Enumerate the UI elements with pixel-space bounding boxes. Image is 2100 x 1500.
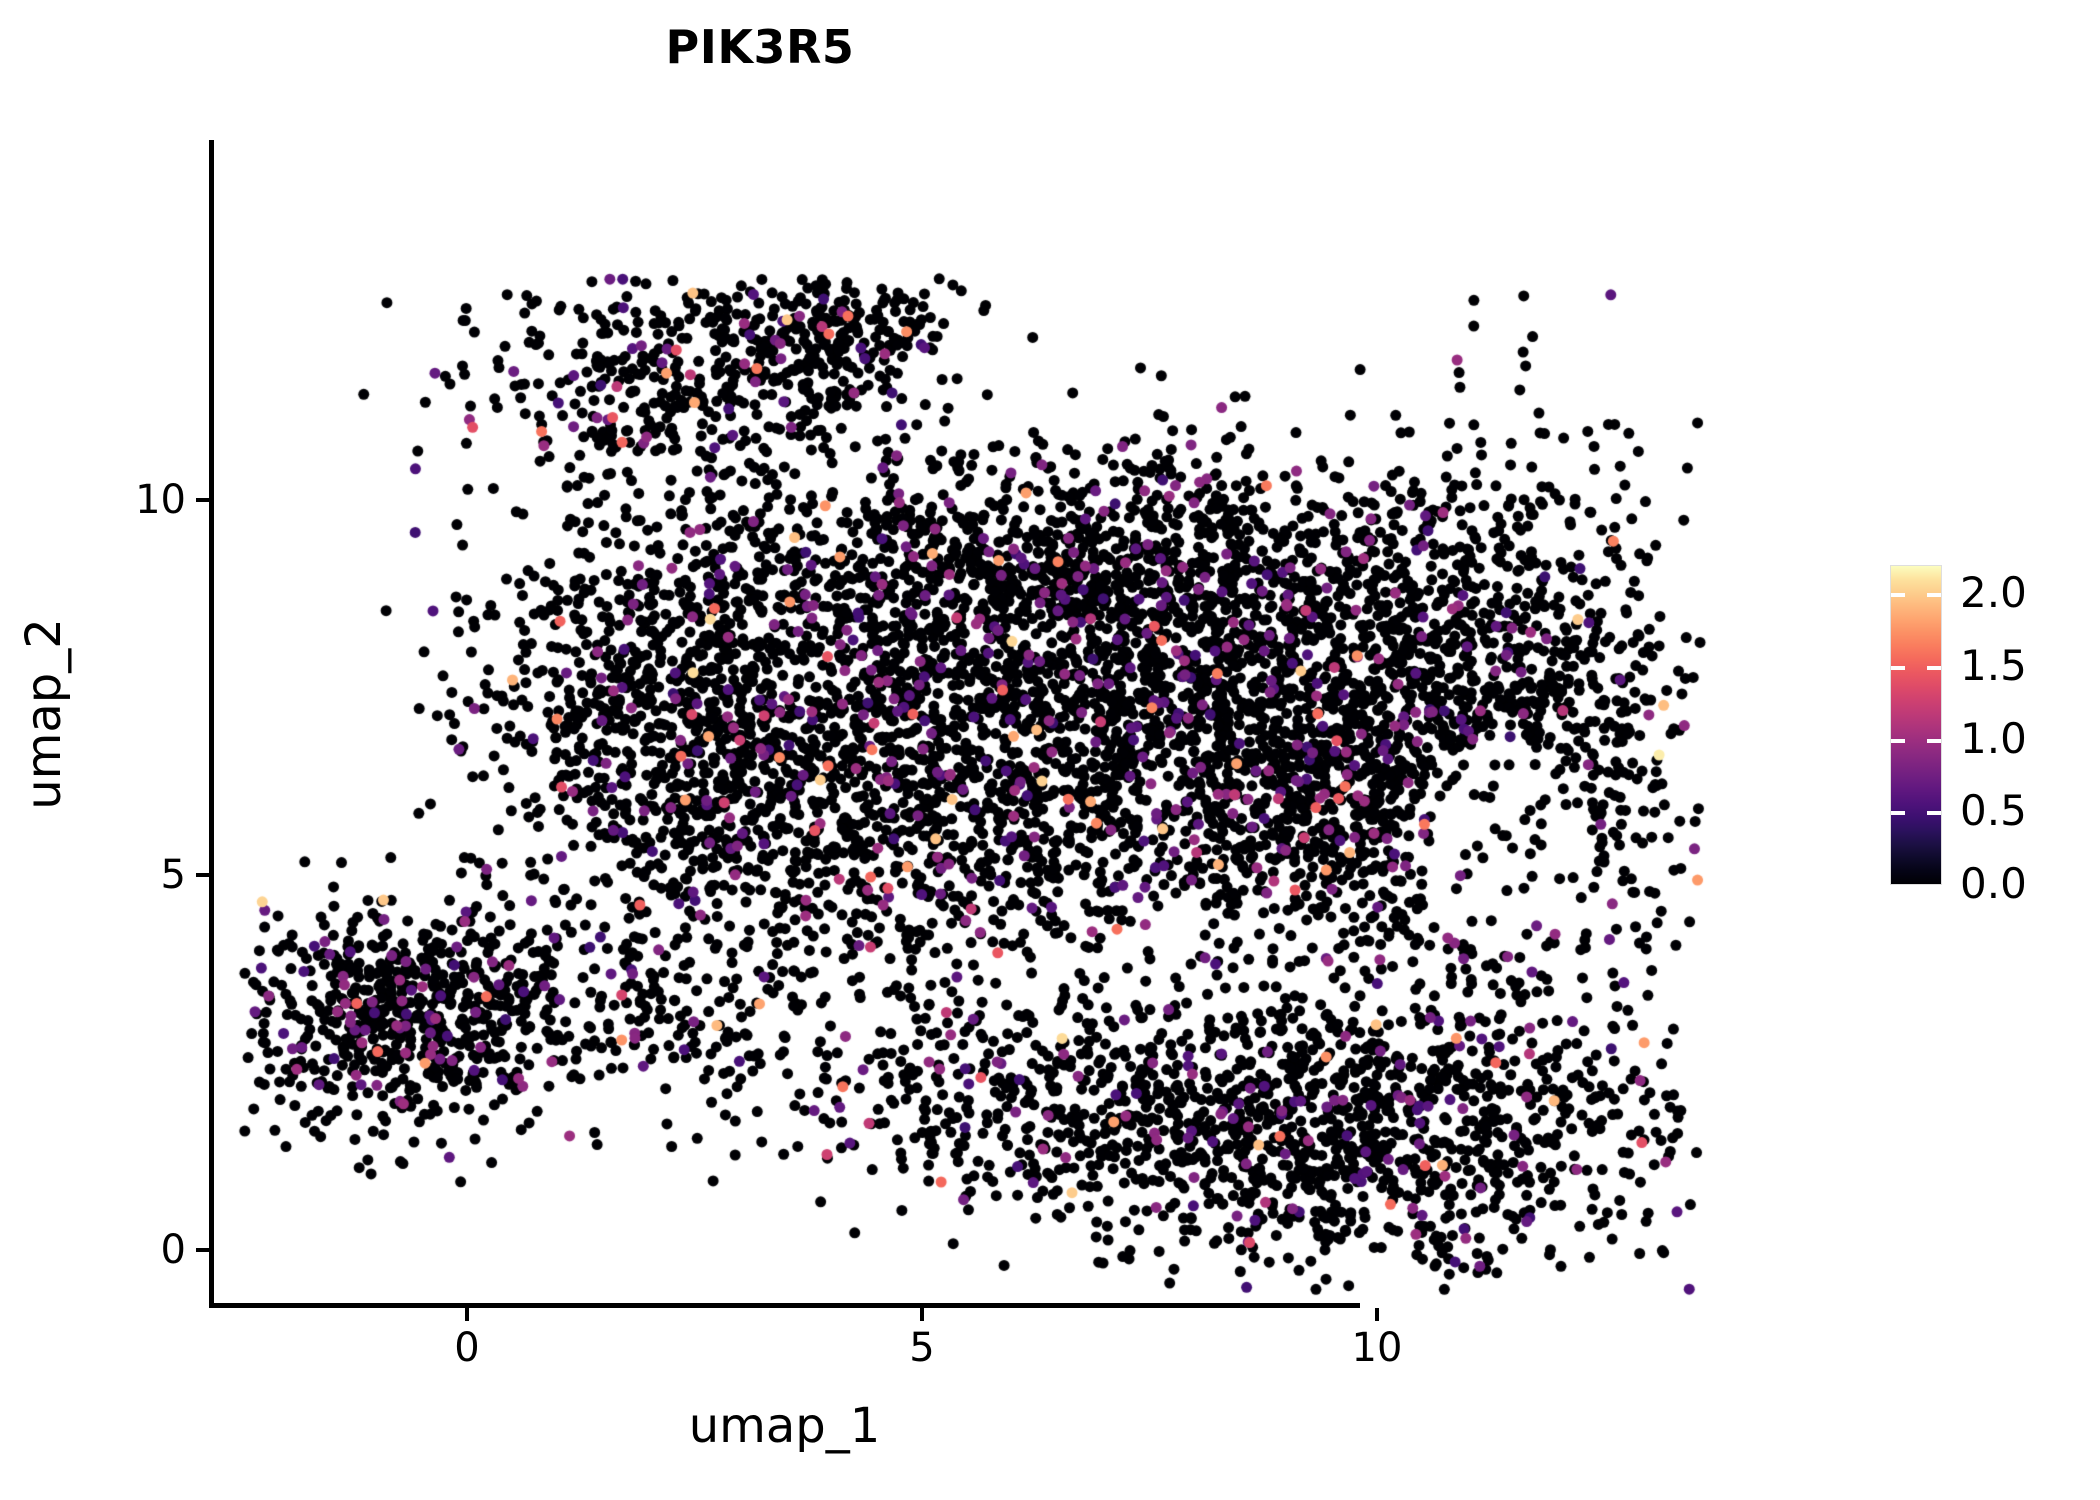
y-tick-label-0-wrap: 0 (0, 1230, 186, 1270)
colorbar (1890, 565, 1942, 885)
x-tick-label-5: 5 (909, 1325, 935, 1371)
colorbar-tick-0-5-right (1927, 811, 1941, 816)
y-axis-label: umap_2 (16, 618, 72, 810)
y-tick-mark-0 (196, 1248, 209, 1252)
x-tick-label-10-wrap: 10 (1317, 1328, 1437, 1368)
y-tick-label-10: 10 (135, 477, 186, 523)
colorbar-label-2-0: 2.0 (1960, 568, 2027, 618)
y-tick-label-5: 5 (160, 852, 186, 898)
colorbar-label-0-0: 0.0 (1960, 859, 2027, 908)
y-tick-label-5-wrap: 5 (0, 855, 186, 895)
colorbar-label-0-5: 0.5 (1960, 786, 2027, 836)
colorbar-tick-1-0-left (1891, 738, 1905, 743)
x-axis-label: umap_1 (688, 1398, 881, 1454)
y-tick-label-10-wrap: 10 (0, 480, 186, 520)
x-tick-mark-10 (1375, 1308, 1379, 1321)
y-tick-mark-5 (196, 873, 209, 877)
x-tick-label-0-wrap: 0 (407, 1328, 527, 1368)
x-tick-mark-0 (465, 1308, 469, 1321)
y-axis-spine (209, 140, 214, 1308)
y-tick-mark-10 (196, 498, 209, 502)
colorbar-tick-2-0-right (1927, 593, 1941, 598)
y-tick-label-0: 0 (160, 1227, 186, 1273)
x-axis-spine (209, 1303, 1360, 1308)
x-tick-label-0: 0 (454, 1325, 480, 1371)
x-tick-label-5-wrap: 5 (862, 1328, 982, 1368)
colorbar-label-1-5: 1.5 (1960, 640, 2027, 690)
x-tick-mark-5 (920, 1308, 924, 1321)
colorbar-tick-1-5-right (1927, 665, 1941, 670)
colorbar-label-1-0: 1.0 (1960, 713, 2027, 763)
y-axis-label-wrap: umap_2 (14, 130, 74, 1298)
colorbar-tick-2-0-left (1891, 593, 1905, 598)
colorbar-tick-1-0-right (1927, 738, 1941, 743)
colorbar-tick-1-5-left (1891, 665, 1905, 670)
colorbar-tick-0-5-left (1891, 811, 1905, 816)
x-tick-label-10: 10 (1351, 1325, 1403, 1371)
